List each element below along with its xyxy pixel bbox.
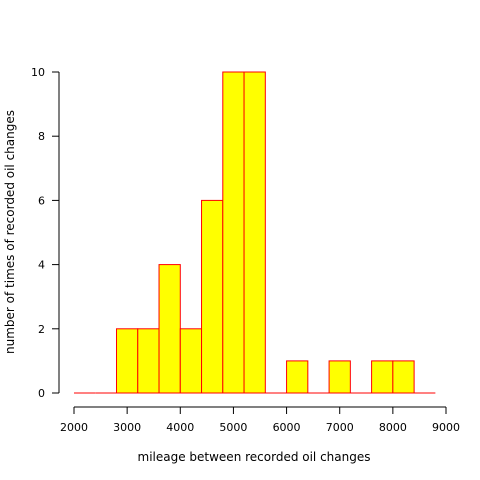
x-tick-label: 6000: [273, 421, 301, 434]
bars-group: [74, 72, 435, 393]
y-tick-label: 0: [38, 387, 45, 400]
y-tick-label: 10: [31, 66, 45, 79]
x-tick-label: 7000: [326, 421, 354, 434]
histogram-bar: [180, 329, 201, 393]
x-tick-label: 4000: [166, 421, 194, 434]
x-tick-label: 5000: [219, 421, 247, 434]
x-tick-label: 2000: [60, 421, 88, 434]
y-axis: 0 2 4 6 8 10: [31, 66, 59, 400]
x-axis: 2000 3000 4000 5000 6000 7000 8000 9000: [60, 407, 460, 434]
y-tick-label: 8: [38, 130, 45, 143]
y-tick-label: 2: [38, 323, 45, 336]
y-axis-label: number of times of recorded oil changes: [3, 110, 17, 354]
y-tick-label: 6: [38, 194, 45, 207]
histogram-bar: [329, 361, 350, 393]
histogram-bar: [202, 200, 223, 393]
x-tick-label: 9000: [432, 421, 460, 434]
histogram-bar: [138, 329, 159, 393]
histogram-bar: [159, 265, 180, 393]
y-tick-label: 4: [38, 259, 45, 272]
x-axis-label: mileage between recorded oil changes: [138, 450, 371, 464]
histogram-bar: [223, 72, 244, 393]
histogram-bar: [287, 361, 308, 393]
histogram-bar: [393, 361, 414, 393]
histogram-bar: [244, 72, 265, 393]
x-tick-label: 8000: [379, 421, 407, 434]
x-tick-label: 3000: [113, 421, 141, 434]
histogram-bar: [372, 361, 393, 393]
histogram-bar: [117, 329, 138, 393]
